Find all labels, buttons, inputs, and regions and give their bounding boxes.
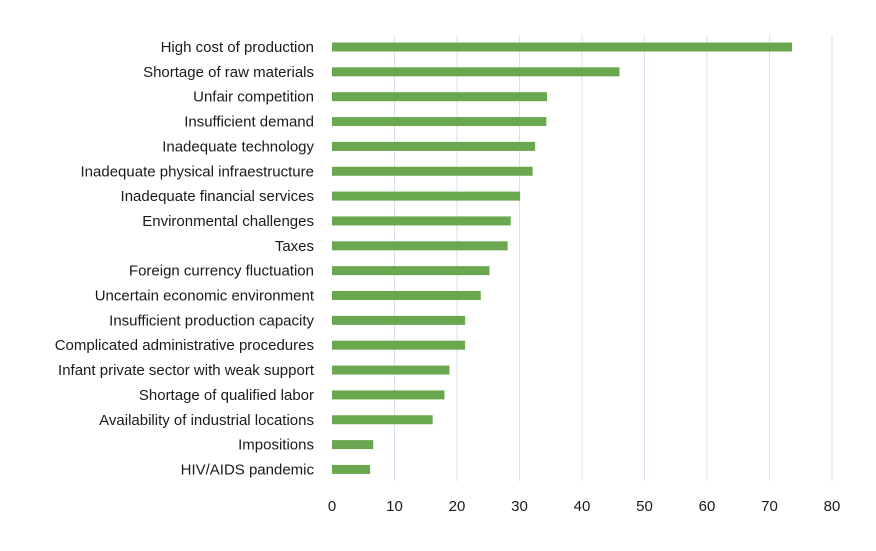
bar (332, 141, 536, 151)
category-label: Insufficient demand (184, 114, 314, 131)
x-tick-label: 10 (386, 498, 403, 515)
bar (332, 340, 466, 350)
x-tick-labels: 0 10 20 30 40 50 60 70 80 (328, 498, 841, 515)
category-labels: High cost of production Shortage of raw m… (55, 39, 315, 478)
category-label: Insufficient production capacity (109, 312, 314, 329)
category-label: Impositions (238, 437, 314, 454)
bar (332, 191, 521, 201)
category-label: Foreign currency fluctuation (129, 263, 314, 280)
category-label: Shortage of qualified labor (139, 387, 314, 404)
category-label: Infant private sector with weak support (58, 362, 315, 379)
x-tick-label: 60 (699, 498, 716, 515)
bar (332, 315, 466, 325)
category-label: HIV/AIDS pandemic (181, 461, 315, 478)
bar (332, 266, 490, 276)
gridlines (394, 35, 833, 481)
x-tick-label: 20 (449, 498, 466, 515)
x-tick-label: 30 (511, 498, 528, 515)
x-tick-label: 40 (574, 498, 591, 515)
category-label: Uncertain economic environment (95, 288, 315, 305)
bar (332, 464, 371, 474)
x-tick-label: 0 (328, 498, 336, 515)
category-label: Taxes (275, 238, 314, 255)
bar (332, 241, 508, 251)
category-label: Complicated administrative procedures (55, 337, 314, 354)
x-tick-label: 50 (636, 498, 653, 515)
category-label: Unfair competition (193, 89, 314, 106)
x-tick-label: 70 (761, 498, 778, 515)
bar (332, 291, 481, 300)
bar (332, 67, 620, 77)
bar (332, 365, 450, 375)
category-label: Inadequate physical infraestructure (81, 163, 314, 180)
category-label: High cost of production (161, 39, 314, 56)
bars (332, 42, 792, 474)
x-tick-label: 80 (824, 498, 841, 515)
bar (332, 166, 533, 176)
category-label: Shortage of raw materials (143, 64, 314, 81)
bar (332, 42, 792, 52)
bar (332, 390, 445, 400)
bar (332, 117, 547, 127)
category-label: Inadequate financial services (121, 188, 314, 205)
category-label: Environmental challenges (142, 213, 314, 230)
bar (332, 92, 547, 102)
bar (332, 415, 433, 425)
bar (332, 440, 374, 450)
bar (332, 216, 511, 226)
category-label: Inadequate technology (162, 138, 314, 155)
category-label: Availability of industrial locations (99, 412, 314, 429)
